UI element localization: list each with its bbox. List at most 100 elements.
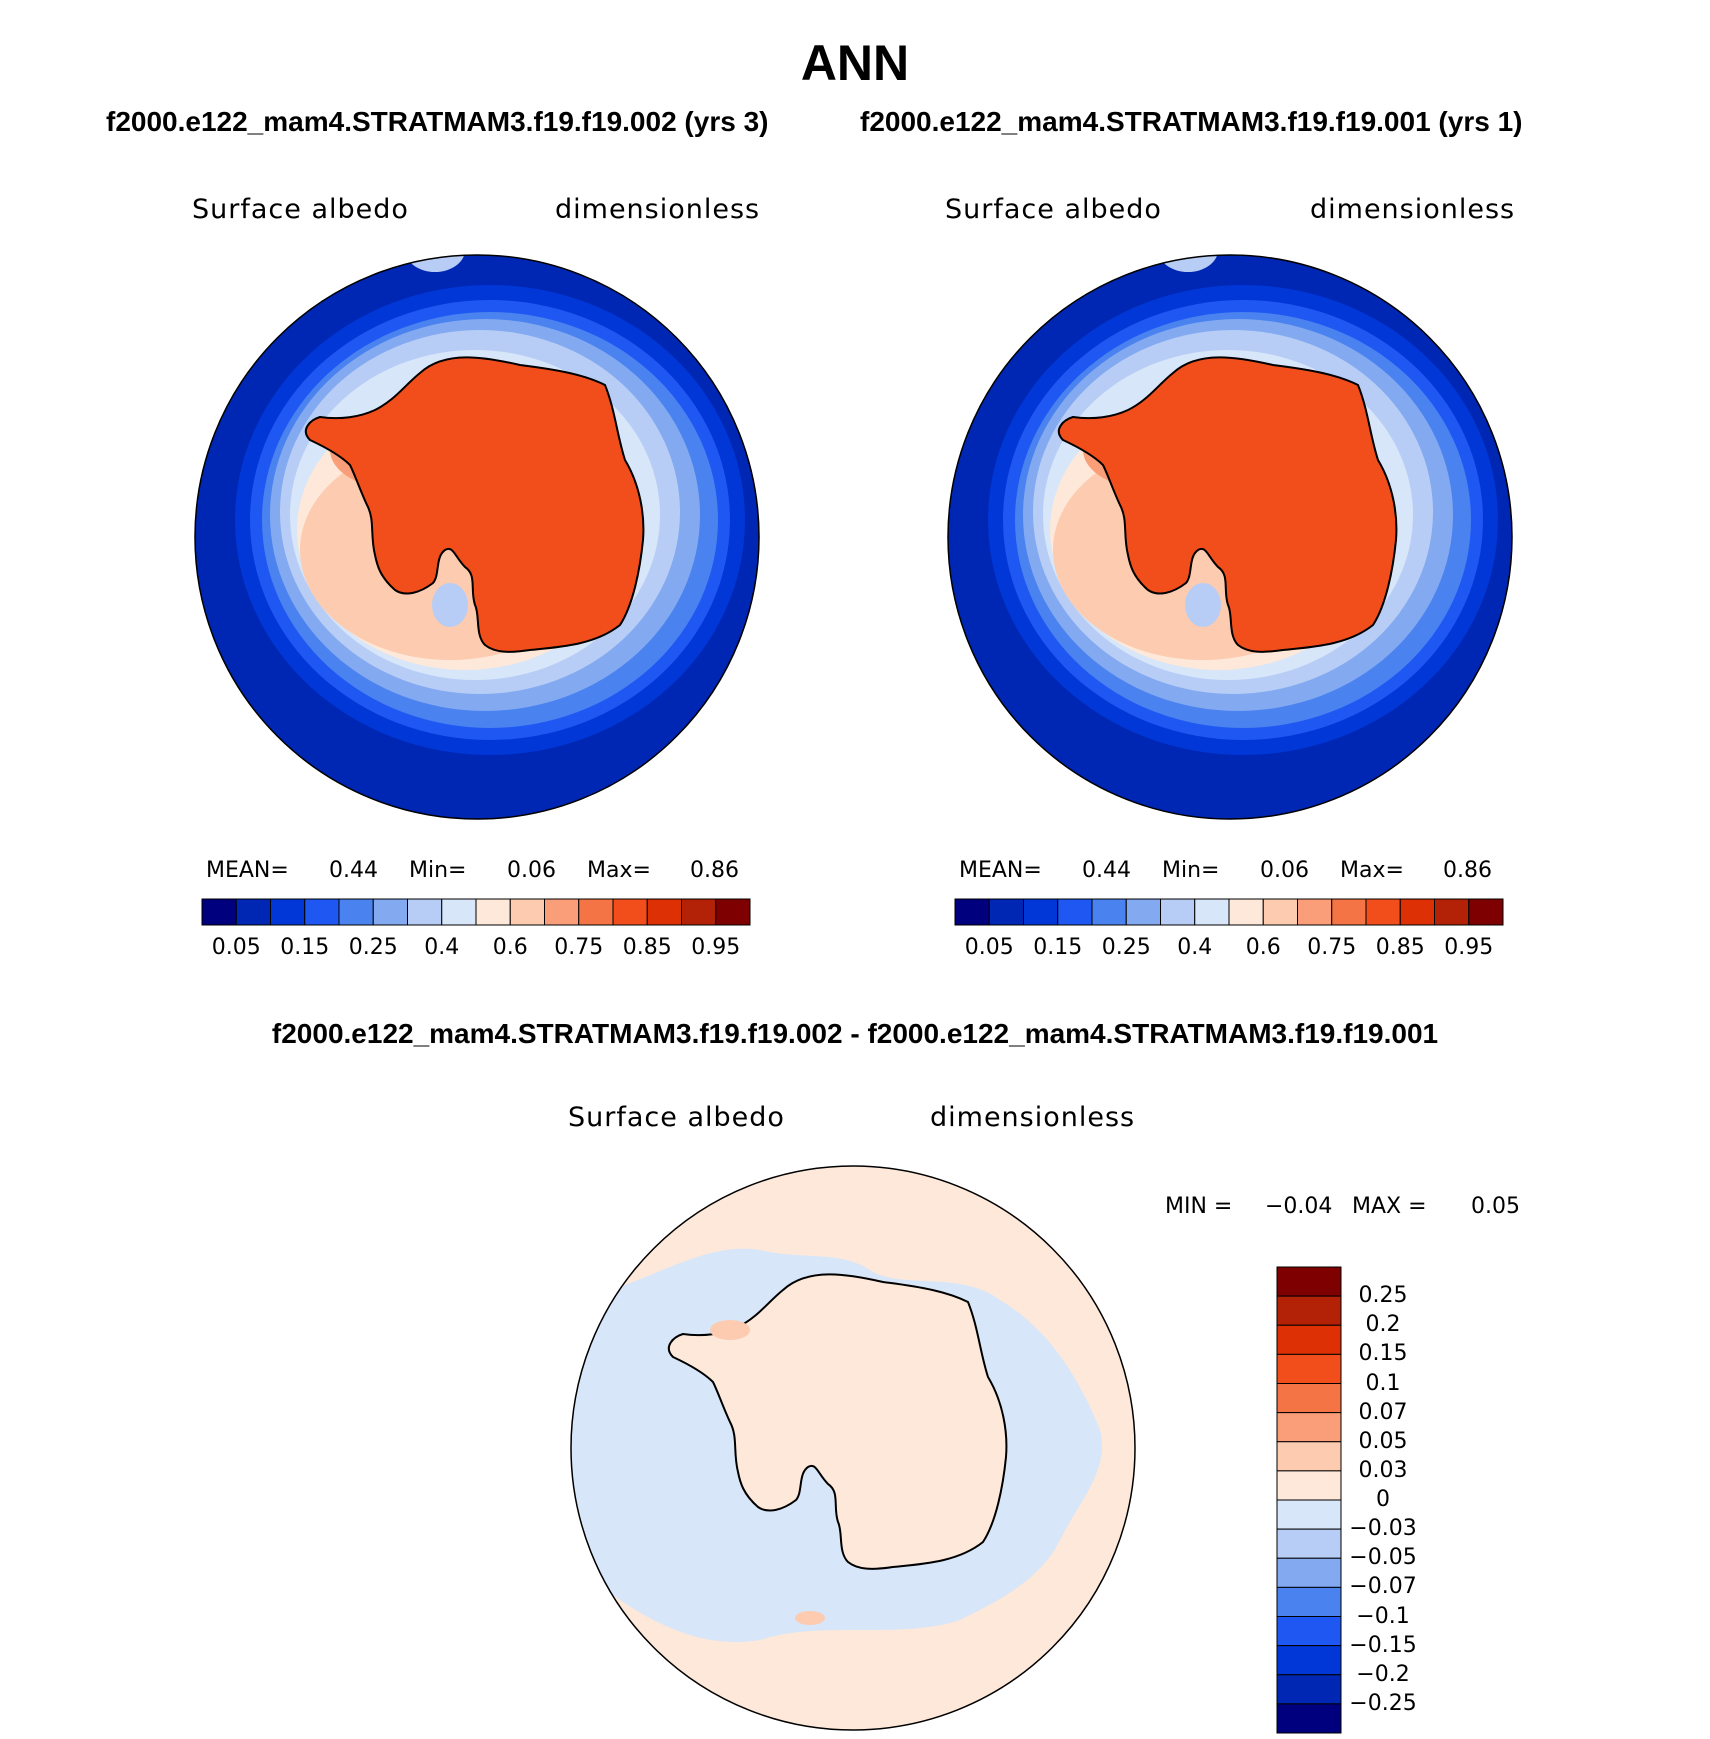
- panel-2-colorbar: [954, 898, 1504, 926]
- panel-1-colorbar-box: [201, 898, 237, 926]
- panel-2-colorbar-box: [1160, 898, 1196, 926]
- panel-1-colorbar-box: [338, 898, 374, 926]
- panel-2-colorbar-tick-label: 0.05: [964, 935, 1014, 960]
- panel-1-colorbar-box: [372, 898, 408, 926]
- difference-units-label: dimensionless: [930, 1102, 1136, 1133]
- panel-2-colorbar-tick-label: 0.95: [1444, 935, 1494, 960]
- panel-1-colorbar-box: [646, 898, 682, 926]
- difference-colorbar-tick-label: 0.03: [1358, 1457, 1408, 1483]
- panel-2-colorbar-box: [1434, 898, 1470, 926]
- panel-2-colorbar-tick-label: 0.15: [1033, 935, 1083, 960]
- panel-2-colorbar-box: [1468, 898, 1504, 926]
- difference-colorbar-box: [1276, 1557, 1342, 1588]
- difference-colorbar-tick-label: 0.2: [1365, 1312, 1401, 1338]
- panel-1-max-value: 0.86: [690, 858, 739, 883]
- difference-colorbar-tick-label: −0.07: [1349, 1574, 1417, 1600]
- panel-1-colorbar-box: [612, 898, 648, 926]
- panel-1-colorbar-box: [715, 898, 751, 926]
- difference-colorbar-box: [1276, 1470, 1342, 1501]
- difference-colorbar-tick-label: 0.05: [1358, 1428, 1408, 1454]
- panel-1-mean-label: MEAN=: [206, 858, 289, 883]
- panel-2-map-boundary: [947, 254, 1513, 820]
- panel-1-colorbar-box: [235, 898, 271, 926]
- panel-1-min-value: 0.06: [507, 858, 556, 883]
- difference-colorbar-box: [1276, 1586, 1342, 1617]
- difference-max-value: 0.05: [1471, 1194, 1520, 1219]
- panel-2-min-value: 0.06: [1260, 858, 1309, 883]
- panel-1-colorbar-tick-label: 0.25: [348, 935, 398, 960]
- difference-map: [571, 1166, 1135, 1730]
- difference-colorbar-tick-label: −0.2: [1356, 1661, 1410, 1687]
- panel-1-colorbar-box: [681, 898, 717, 926]
- difference-colorbar-box: [1276, 1266, 1342, 1297]
- difference-colorbar-box: [1276, 1412, 1342, 1443]
- difference-colorbar-tick-label: −0.05: [1349, 1545, 1417, 1571]
- panel-2-colorbar-box: [1023, 898, 1059, 926]
- difference-colorbar-box: [1276, 1528, 1342, 1559]
- panel-2-colorbar-box: [1297, 898, 1333, 926]
- difference-colorbar-box: [1276, 1703, 1342, 1734]
- difference-colorbar-tick-label: 0: [1376, 1487, 1390, 1512]
- difference-colorbar-tick-label: 0.1: [1365, 1370, 1401, 1396]
- panel-2-colorbar-box: [1194, 898, 1230, 926]
- panel-1-colorbar-tick-label: 0.05: [211, 935, 261, 960]
- difference-variable-label: Surface albedo: [568, 1102, 785, 1133]
- difference-title: f2000.e122_mam4.STRATMAM3.f19.f19.002 - …: [271, 1018, 1439, 1049]
- difference-colorbar-tick-label: −0.15: [1349, 1632, 1417, 1658]
- difference-min-label: MIN =: [1165, 1194, 1233, 1219]
- panel-2-colorbar-box: [1125, 898, 1161, 926]
- difference-max-label: MAX =: [1352, 1194, 1427, 1219]
- panel-1-colorbar-box: [441, 898, 477, 926]
- difference-colorbar-tick-label: −0.25: [1349, 1690, 1417, 1716]
- panel-2-max-label: Max=: [1340, 858, 1404, 883]
- panel-2-colorbar-box: [1091, 898, 1127, 926]
- panel-1-colorbar-tick-label: 0.85: [622, 935, 672, 960]
- panel-2-mean-value: 0.44: [1082, 858, 1131, 883]
- panel-2-colorbar-box: [1365, 898, 1401, 926]
- difference-colorbar-tick-label: −0.1: [1356, 1603, 1410, 1629]
- difference-colorbar-box: [1276, 1645, 1342, 1676]
- difference-map-boundary: [570, 1165, 1136, 1731]
- panel-1-colorbar-box: [544, 898, 580, 926]
- panel-1-colorbar-tick-label: 0.15: [280, 935, 330, 960]
- panel-1-min-label: Min=: [409, 858, 467, 883]
- panel-1-colorbar-tick-label: 0.95: [691, 935, 741, 960]
- panel-1-colorbar-box: [475, 898, 511, 926]
- panel-1-colorbar-box: [304, 898, 340, 926]
- panel-2-colorbar-box: [954, 898, 990, 926]
- panel-1-mean-value: 0.44: [329, 858, 378, 883]
- difference-min-value: −0.04: [1265, 1194, 1333, 1219]
- panel-1-colorbar: [201, 898, 751, 926]
- panel-2-colorbar-box: [1262, 898, 1298, 926]
- panel-1-max-label: Max=: [587, 858, 651, 883]
- panel-1-colorbar-tick-label: 0.75: [554, 935, 604, 960]
- panel-2-colorbar-tick-label: 0.6: [1245, 935, 1281, 960]
- panel-2-colorbar-tick-label: 0.75: [1307, 935, 1357, 960]
- panel-1-colorbar-box: [509, 898, 545, 926]
- panel-2-colorbar-tick-label: 0.25: [1101, 935, 1151, 960]
- difference-colorbar-box: [1276, 1383, 1342, 1414]
- panel-1-map-boundary: [194, 254, 760, 820]
- difference-colorbar-box: [1276, 1295, 1342, 1326]
- panel-1-case-title: f2000.e122_mam4.STRATMAM3.f19.f19.002 (y…: [106, 106, 769, 137]
- difference-colorbar-tick-label: 0.25: [1358, 1283, 1408, 1309]
- panel-2-units-label: dimensionless: [1310, 194, 1516, 225]
- difference-colorbar-tick-label: 0.15: [1358, 1341, 1408, 1367]
- panel-1-map: [195, 255, 759, 819]
- panel-2-colorbar-box: [988, 898, 1024, 926]
- difference-colorbar-tick-label: −0.03: [1349, 1516, 1417, 1542]
- panel-2-mean-label: MEAN=: [959, 858, 1042, 883]
- panel-2-max-value: 0.86: [1443, 858, 1492, 883]
- panel-2-colorbar-tick-label: 0.85: [1375, 935, 1425, 960]
- panel-2-map: [948, 255, 1512, 819]
- panel-1-colorbar-box: [578, 898, 614, 926]
- panel-1-colorbar-tick-label: 0.6: [492, 935, 528, 960]
- main-title: ANN: [800, 35, 910, 91]
- panel-2-min-label: Min=: [1162, 858, 1220, 883]
- difference-colorbar-box: [1276, 1674, 1342, 1705]
- difference-colorbar-box: [1276, 1441, 1342, 1472]
- panel-1-colorbar-box: [407, 898, 443, 926]
- difference-colorbar-box: [1276, 1499, 1342, 1530]
- panel-2-colorbar-box: [1331, 898, 1367, 926]
